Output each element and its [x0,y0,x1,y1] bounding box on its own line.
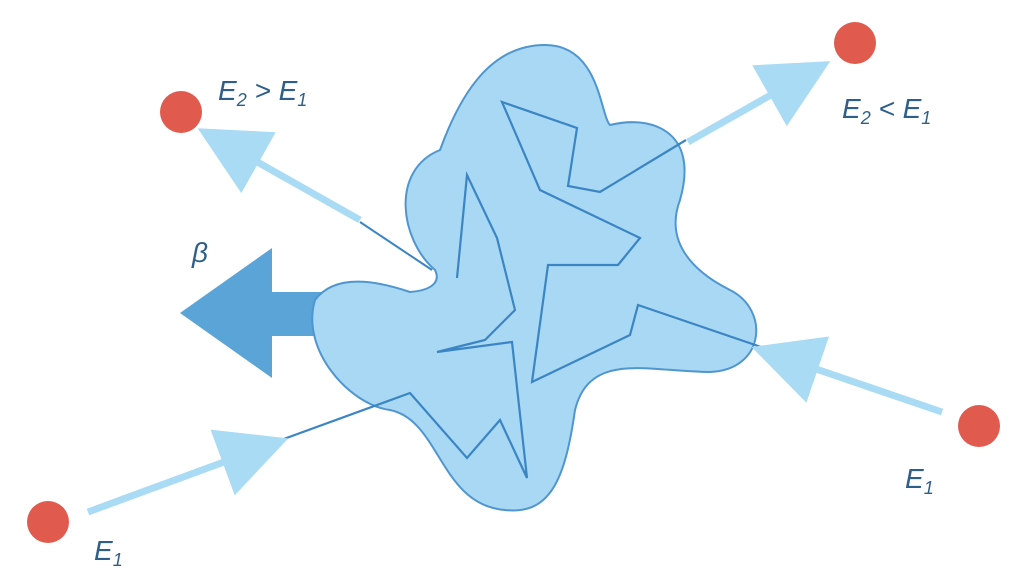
particle-top-left [160,91,202,133]
random-walk-path-2 [499,100,771,384]
label-bottom-left: E1 [94,535,123,570]
particle-bottom-right [958,405,1000,447]
incoming-arrow-bottom-right [751,336,944,416]
label-bottom-right: E1 [905,463,934,498]
beta-label: β [191,237,208,268]
incoming-arrow-bottom-left [86,429,289,516]
random-walk-path [269,170,529,479]
exit-line-left [359,221,433,271]
label-top-right: E2 < E1 [842,93,931,128]
outgoing-arrow-top-right [686,61,831,146]
particle-top-right [834,22,876,64]
outgoing-arrow-top-left [197,128,362,224]
particle-bottom-left [27,501,69,543]
label-top-left: E2 > E1 [218,75,307,110]
cloud [311,43,758,512]
